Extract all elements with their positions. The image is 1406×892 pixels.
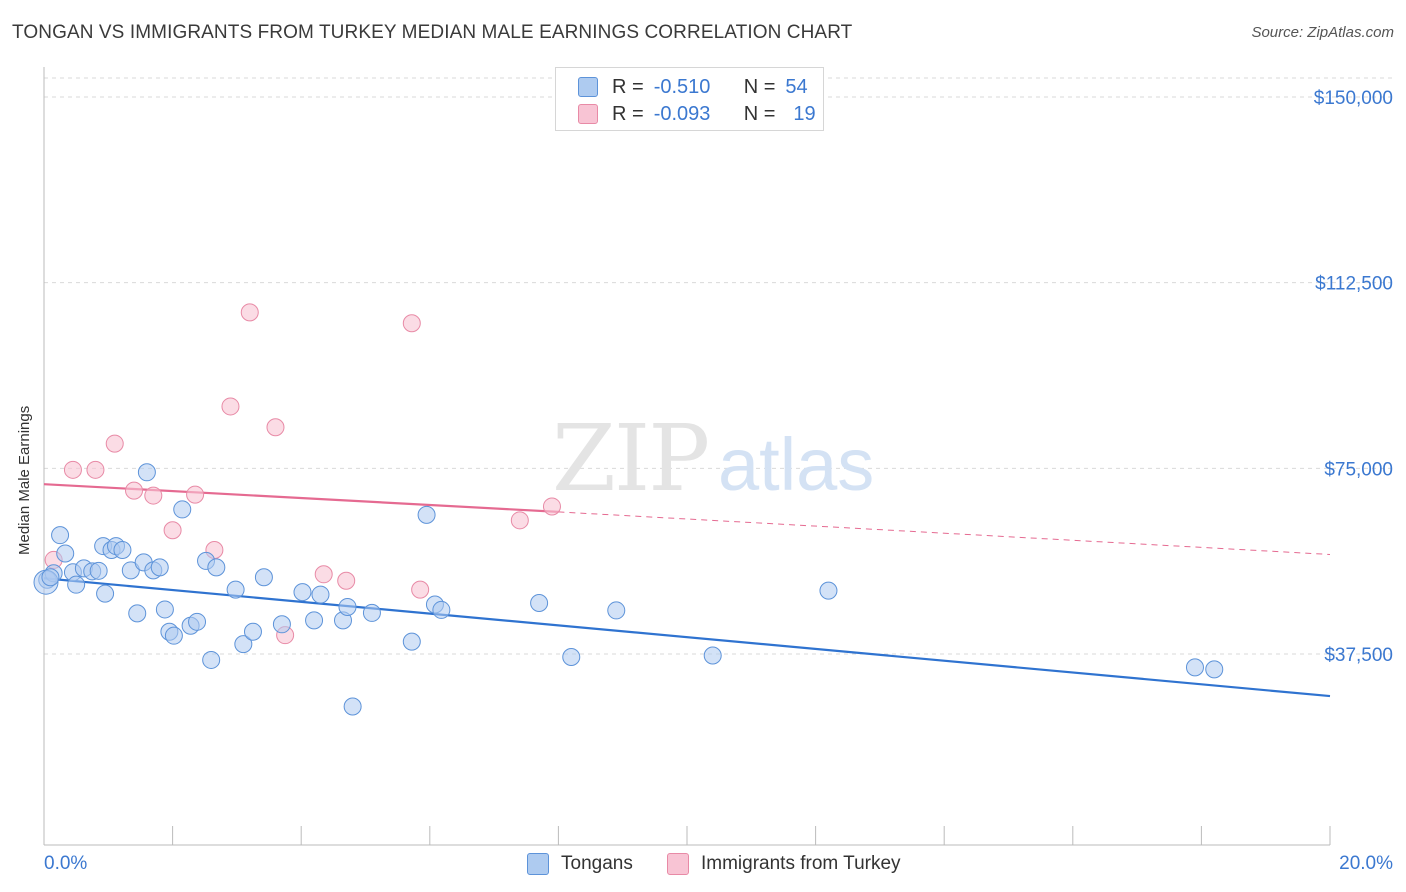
turkey-trend-line-extension	[558, 511, 1331, 555]
tongan-point	[703, 646, 722, 665]
turkey-point	[510, 511, 529, 530]
source-label: Source: ZipAtlas.com	[1251, 24, 1394, 41]
tongan-point	[234, 635, 253, 654]
tongan-point	[155, 600, 174, 619]
tongan-point	[432, 600, 451, 619]
y-tick-label: $37,500	[1324, 645, 1393, 666]
turkey-swatch	[578, 104, 598, 124]
turkey-point	[186, 485, 205, 504]
y-tick-label: $75,000	[1324, 459, 1393, 480]
tongan-point	[67, 575, 86, 594]
watermark-zip: ZIP	[552, 405, 708, 512]
tongan-point	[311, 585, 330, 604]
y-tick-label: $112,500	[1315, 274, 1393, 295]
turkey-legend-swatch	[667, 853, 689, 875]
r-label: R =	[612, 102, 644, 125]
tongan-point	[96, 584, 115, 603]
tongans-trend-line	[43, 577, 1331, 698]
tongan-point	[1185, 658, 1204, 677]
watermark-atlas: atlas	[718, 423, 874, 506]
tongan-point	[343, 697, 362, 716]
r-value: -0.093	[653, 102, 711, 125]
stats-legend: R = -0.510 N = 54 R = -0.093 N = 19	[555, 67, 824, 131]
turkey-point	[314, 565, 333, 584]
tongan-point	[128, 604, 147, 623]
turkey-point	[163, 521, 182, 540]
turkey-point	[266, 418, 285, 437]
tongan-point	[1205, 660, 1224, 679]
n-value: 19	[793, 102, 816, 125]
x-tick-label-right: 20.0%	[1339, 853, 1393, 874]
tongan-point	[226, 580, 245, 599]
tongan-points	[33, 463, 1224, 716]
tongan-point	[819, 581, 838, 600]
turkey-point	[105, 434, 124, 453]
tongan-point	[202, 650, 221, 669]
turkey-point	[125, 481, 144, 500]
tick-labels: $37,500 $75,000 $112,500 $150,000 0.0% 20.0%	[44, 88, 1393, 874]
turkey-point	[411, 580, 430, 599]
legend-label-turkey: Immigrants from Turkey	[701, 853, 901, 874]
y-tick-label: $150,000	[1314, 88, 1393, 109]
tongan-point	[51, 526, 70, 545]
tongan-point	[113, 541, 132, 560]
tongan-point	[293, 583, 312, 602]
tongan-point	[56, 544, 75, 563]
turkey-point	[337, 571, 356, 590]
tongan-point	[150, 558, 169, 577]
n-value: 54	[785, 75, 808, 98]
tongan-point	[607, 601, 626, 620]
tongan-point	[89, 561, 108, 580]
watermark: ZIP atlas	[552, 405, 874, 512]
x-tick-label-left: 0.0%	[44, 853, 87, 874]
turkey-point	[542, 497, 561, 516]
n-label: N =	[743, 75, 776, 98]
tongan-point	[254, 568, 273, 587]
legend-label-tongans: Tongans	[561, 853, 633, 874]
tongan-point	[243, 622, 262, 641]
turkey-point	[221, 397, 240, 416]
legend-item-tongans[interactable]: Tongans	[527, 852, 633, 876]
tongan-point	[362, 603, 381, 622]
turkey-point	[144, 486, 163, 505]
tongan-point	[164, 626, 183, 645]
chart-title: TONGAN VS IMMIGRANTS FROM TURKEY MEDIAN …	[12, 22, 853, 43]
tongan-point	[562, 647, 581, 666]
y-axis-label: Median Male Earnings	[16, 405, 33, 555]
turkey-points	[44, 303, 561, 645]
n-label: N =	[743, 102, 776, 125]
tongan-point	[402, 632, 421, 651]
legend-item-turkey[interactable]: Immigrants from Turkey	[667, 852, 901, 876]
stats-row-turkey: R = -0.093 N = 19	[578, 102, 816, 126]
turkey-point	[86, 460, 105, 479]
tongan-point	[173, 500, 192, 519]
grid-lines	[44, 77, 1395, 655]
tongan-point	[137, 463, 156, 482]
turkey-trend-line	[43, 483, 559, 514]
tongans-legend-swatch	[527, 853, 549, 875]
tongan-point	[121, 561, 140, 580]
tongan-point	[41, 568, 60, 587]
stats-row-tongans: R = -0.510 N = 54	[578, 75, 808, 99]
r-value: -0.510	[653, 75, 711, 98]
tongan-point	[417, 505, 436, 524]
tongan-point	[272, 615, 291, 634]
turkey-point	[63, 460, 82, 479]
tongan-point	[305, 611, 324, 630]
turkey-point	[240, 303, 259, 322]
tongan-point	[530, 594, 549, 613]
tongan-point	[338, 597, 357, 616]
turkey-point	[402, 314, 421, 333]
axes	[43, 67, 1331, 846]
tongan-point	[188, 612, 207, 631]
tongans-swatch	[578, 77, 598, 97]
r-label: R =	[612, 75, 644, 98]
tongan-point	[207, 558, 226, 577]
